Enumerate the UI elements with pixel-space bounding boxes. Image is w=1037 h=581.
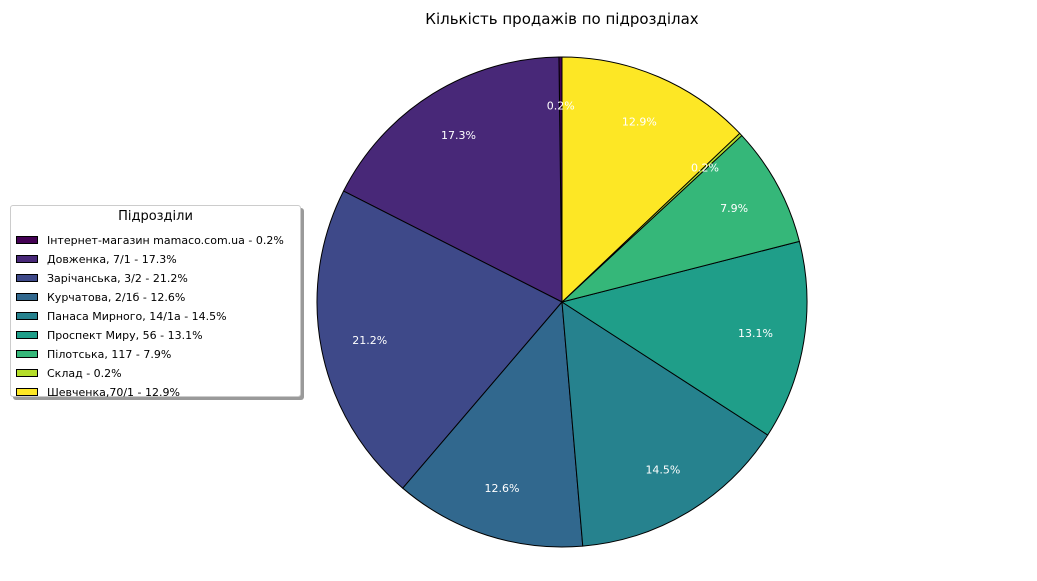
pie-slice: [561, 135, 800, 303]
legend-label: Зарічанська, 3/2 - 21.2%: [47, 271, 188, 285]
pie-percent-labels: 0.2% 17.3% 21.2% 12.6% 14.5% 13.1% 7.9% 0.2% 12.…: [352, 100, 773, 496]
legend-item: Курчатова, 2/1б - 12.6%: [16, 289, 185, 305]
legend-swatch: [16, 369, 38, 377]
legend-swatch: [16, 293, 38, 301]
legend-item: Склад - 0.2%: [16, 365, 122, 381]
legend-item: Інтернет-магазин mamaco.com.ua - 0.2%: [16, 232, 284, 248]
pie-slice: [561, 56, 741, 303]
pie-slice: [343, 56, 563, 303]
legend-label: Панаса Мирного, 14/1а - 14.5%: [47, 309, 227, 323]
legend-item: Панаса Мирного, 14/1а - 14.5%: [16, 308, 227, 324]
legend-swatch: [16, 255, 38, 263]
chart-title: Кількість продажів по підрозділах: [425, 10, 699, 28]
pie-percent-label: 12.9%: [622, 115, 657, 128]
pie-percent-label: 21.2%: [352, 334, 387, 347]
pie-slice: [402, 301, 584, 548]
legend-swatch: [16, 331, 38, 339]
pie-percent-label: 12.6%: [484, 482, 519, 495]
legend-swatch: [16, 274, 38, 282]
pie-slices: [316, 56, 808, 548]
pie-percent-label: 17.3%: [441, 129, 476, 142]
legend-item: Проспект Миру, 56 - 13.1%: [16, 327, 203, 343]
legend-swatch: [16, 350, 38, 358]
legend-label: Довженка, 7/1 - 17.3%: [47, 252, 177, 266]
pie-slice: [561, 240, 808, 436]
legend-item: Пілотська, 117 - 7.9%: [16, 346, 171, 362]
legend-title: Підрозділи: [118, 209, 193, 224]
legend-swatch: [16, 236, 38, 244]
legend-item: Довженка, 7/1 - 17.3%: [16, 251, 177, 267]
legend-item: Шевченка,70/1 - 12.9%: [16, 384, 180, 400]
legend-label: Склад - 0.2%: [47, 366, 122, 380]
legend-label: Курчатова, 2/1б - 12.6%: [47, 290, 186, 304]
legend-label: Проспект Миру, 56 - 13.1%: [47, 328, 203, 342]
pie-percent-label: 0.2%: [547, 100, 575, 113]
legend-label: Інтернет-магазин mamaco.com.ua - 0.2%: [47, 233, 284, 247]
pie-percent-label: 0.2%: [691, 161, 719, 174]
legend: Підрозділи Інтернет-магазин mamaco.com.u…: [10, 205, 301, 400]
pie-percent-label: 14.5%: [645, 464, 680, 477]
legend-swatch: [16, 388, 38, 396]
legend-item: Зарічанська, 3/2 - 21.2%: [16, 270, 188, 286]
pie-percent-label: 13.1%: [738, 327, 773, 340]
legend-label: Шевченка,70/1 - 12.9%: [47, 385, 180, 399]
legend-swatch: [16, 312, 38, 320]
legend-label: Пілотська, 117 - 7.9%: [47, 347, 172, 361]
pie-slice: [561, 301, 769, 547]
pie-percent-label: 7.9%: [720, 202, 748, 215]
pie-slice: [316, 190, 563, 489]
